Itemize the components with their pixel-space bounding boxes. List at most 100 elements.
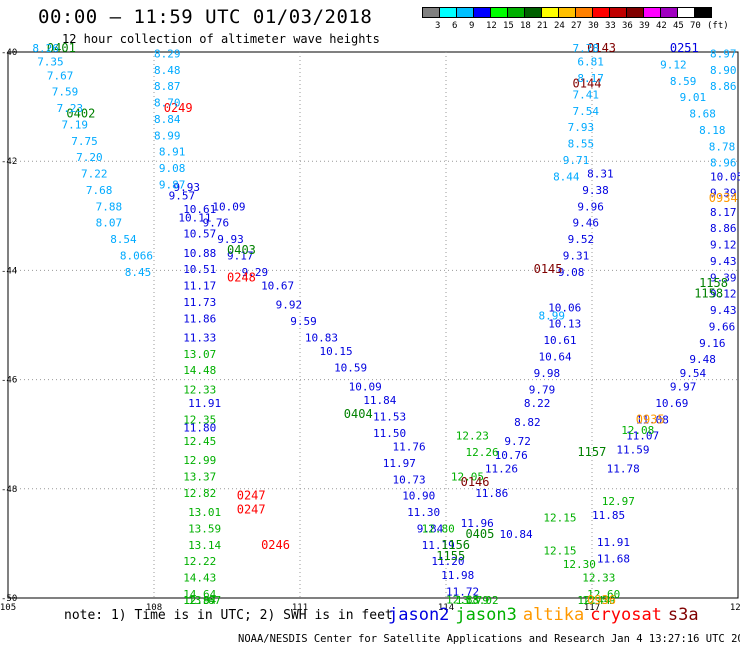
data-label-jason2: 10.67 [261, 280, 294, 293]
data-label-jason2: 8.82 [514, 416, 541, 429]
data-label-jason2: 11.50 [373, 427, 406, 440]
data-label-jason2: 10.88 [183, 247, 216, 260]
legend-tick-label: 18 [520, 21, 531, 31]
x-tick-label: 108 [146, 603, 162, 613]
data-label-jason2: 9.92 [276, 299, 303, 312]
data-label-track-light: 8.99 [154, 129, 181, 142]
data-label-track-light: 8.17 [577, 72, 604, 85]
data-label-track-light: 8.45 [125, 266, 152, 279]
data-label-s3a: 0146 [461, 475, 490, 489]
data-label-jason2: 9.59 [290, 315, 317, 328]
data-label-jason3: 12.23 [456, 430, 489, 443]
data-label-altika: 0935 [636, 412, 665, 426]
data-label-jason2: 10.69 [655, 397, 688, 410]
legend-tick-label: 42 [656, 21, 667, 31]
data-label-jason2: 9.54 [680, 367, 707, 380]
y-tick-label: -44 [1, 266, 17, 276]
data-label-jason2: 11.86 [475, 487, 508, 500]
data-label-track-light: 8.26 [32, 42, 59, 55]
legend-tick-label: 70 [690, 21, 701, 31]
x-tick-label: 114 [438, 603, 454, 613]
data-label-jason3-time: 0402 [66, 107, 95, 121]
data-label-jason2: 10.61 [183, 203, 216, 216]
data-label-jason2: 11.91 [188, 397, 221, 410]
legend-tick-label: 15 [503, 21, 514, 31]
x-tick-label: 120 [730, 603, 740, 613]
data-label-jason2: 10.05 [710, 170, 740, 183]
data-label-track-light: 8.97 [710, 47, 737, 60]
data-label-jason3: 12.05 [451, 471, 484, 484]
data-label-jason3-time: 1155 [436, 549, 465, 563]
data-label-track-light: 7.67 [47, 69, 74, 82]
data-label-track-light: 7.88 [96, 200, 123, 213]
x-tick-label: 105 [0, 603, 16, 613]
data-label-cryosat: 0248 [227, 270, 256, 284]
legend-tick-label: 12 [486, 21, 497, 31]
data-label-jason3: 13.07 [183, 348, 216, 361]
data-label-jason2: 9.17 [227, 249, 254, 262]
data-label-jason2: 9.29 [242, 266, 269, 279]
data-label-jason2: 9.93 [173, 181, 200, 194]
data-label-track-light: 8.59 [670, 75, 697, 88]
data-label-jason2: 10.73 [392, 473, 425, 486]
data-label-jason2: 11.84 [363, 394, 396, 407]
data-label-track-light: 7.59 [52, 86, 79, 99]
data-label-jason2-time: 0251 [670, 41, 699, 55]
data-label-jason2: 8.17 [710, 206, 737, 219]
data-label-jason3: 13.59 [188, 522, 221, 535]
data-label-jason3: 12.33 [582, 572, 615, 585]
data-label-track-light: 8.86 [710, 80, 737, 93]
satellite-jason2-label: jason2 [388, 605, 450, 625]
data-label-jason3: 12.97 [602, 495, 635, 508]
data-label-jason3-time: 0403 [227, 243, 256, 257]
y-tick-label: -40 [1, 48, 17, 58]
satellite-jason3-label: jason3 [455, 605, 517, 625]
data-label-jason2: 11.78 [607, 462, 640, 475]
data-label-jason2: 9.08 [558, 266, 585, 279]
data-label-jason2: 11.97 [383, 457, 416, 470]
legend-tick-label: 36 [622, 21, 633, 31]
data-label-jason2: 10.13 [548, 318, 581, 331]
data-label-jason2: 10.09 [349, 381, 382, 394]
y-tick-label: -50 [1, 594, 17, 604]
data-label-jason2: 11.53 [373, 411, 406, 424]
data-label-jason3: 13.67 [188, 594, 221, 607]
data-label-jason3: 12.94 [183, 594, 216, 607]
data-label-track-light: 8.90 [710, 64, 737, 77]
data-label-track-light: 6.81 [577, 56, 604, 69]
data-label-cryosat: 0246 [261, 538, 290, 552]
data-label-jason2: 10.64 [538, 350, 571, 363]
satellite-legend: jason2 jason3 altika cryosat s3a [388, 605, 705, 625]
data-label-jason2: 9.16 [699, 337, 726, 350]
data-label-jason2: 9.43 [710, 304, 737, 317]
data-label-jason2: 11.30 [407, 506, 440, 519]
legend-tick-label: 24 [554, 21, 565, 31]
data-label-jason3: 12.88 [446, 593, 479, 606]
y-tick-label: -46 [1, 376, 17, 386]
data-label-jason2: 10.76 [495, 449, 528, 462]
data-label-jason2: 9.39 [710, 187, 737, 200]
legend-tick-label: 21 [537, 21, 548, 31]
data-label-jason2: 10.83 [305, 331, 338, 344]
data-label-jason2: 11.96 [461, 517, 494, 530]
data-label-cryosat: 0247 [237, 502, 266, 516]
data-label-jason3: 13.37 [183, 471, 216, 484]
data-label-jason2: 9.12 [710, 288, 737, 301]
data-label-jason3: 12.26 [465, 446, 498, 459]
data-label-track-light: 8.066 [120, 249, 153, 262]
data-label-jason2: 10.15 [319, 345, 352, 358]
data-label-jason2: 10.11 [178, 211, 211, 224]
data-label-s3a: 0145 [534, 262, 563, 276]
data-label-jason2: 8.31 [587, 168, 614, 181]
data-label-jason3: 12.15 [543, 512, 576, 525]
data-label-jason3: 12.45 [183, 435, 216, 448]
data-label-jason3: 13.01 [188, 506, 221, 519]
data-label-jason2: 11.80 [183, 421, 216, 434]
data-label-jason2: 11.19 [422, 539, 455, 552]
data-label-jason2: 8.22 [524, 397, 551, 410]
data-label-s3a: 0143 [587, 41, 616, 55]
y-tick-label: -42 [1, 157, 17, 167]
data-label-track-light: 9.08 [159, 162, 186, 175]
data-label-jason2: 9.79 [529, 383, 556, 396]
